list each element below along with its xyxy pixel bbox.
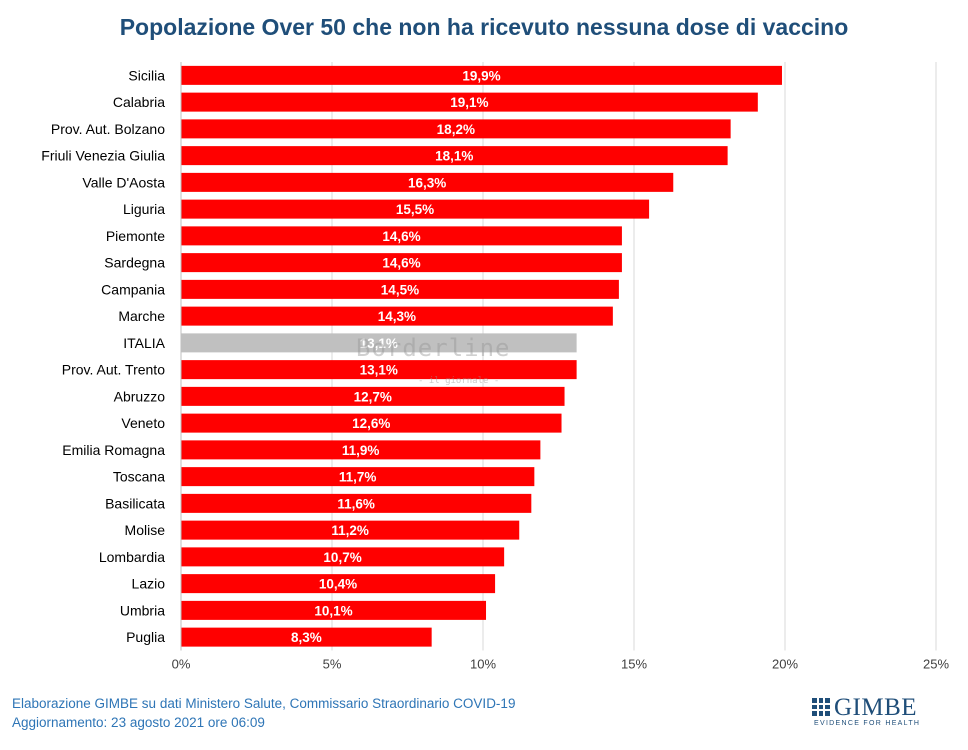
category-label: Calabria	[113, 94, 165, 110]
data-label: 13,1%	[360, 363, 398, 378]
category-label: Toscana	[113, 469, 165, 485]
bar	[181, 574, 496, 594]
data-label: 14,6%	[382, 229, 420, 244]
bar	[181, 520, 520, 540]
data-label: 16,3%	[408, 175, 446, 190]
category-label: Lazio	[132, 576, 166, 592]
footer-updated: Aggiornamento: 23 agosto 2021 ore 06:09	[12, 715, 265, 730]
category-label: Lombardia	[99, 549, 165, 565]
data-label: 18,1%	[435, 149, 473, 164]
data-label: 15,5%	[396, 202, 434, 217]
data-label: 10,4%	[319, 577, 357, 592]
category-label: Umbria	[120, 602, 165, 618]
bar	[181, 306, 613, 326]
category-label: Campania	[101, 281, 165, 297]
category-label: Friuli Venezia Giulia	[41, 148, 165, 164]
bar	[181, 493, 532, 513]
data-label: 8,3%	[291, 630, 322, 645]
bar	[181, 65, 782, 85]
bar	[181, 146, 728, 166]
bar	[181, 279, 619, 299]
gimbe-logo: GIMBE EVIDENCE FOR HEALTH	[812, 694, 942, 730]
bar	[181, 92, 758, 112]
data-label: 11,6%	[337, 496, 375, 511]
bar	[181, 199, 650, 219]
bar	[181, 440, 541, 460]
bar	[181, 627, 432, 647]
category-label: Veneto	[121, 415, 165, 431]
category-label: Prov. Aut. Bolzano	[51, 121, 165, 137]
chart-title: Popolazione Over 50 che non ha ricevuto …	[119, 14, 849, 40]
category-label: ITALIA	[123, 335, 165, 351]
bar	[181, 547, 505, 567]
bar	[181, 600, 487, 620]
data-label: 19,9%	[462, 68, 500, 83]
gimbe-grid-icon	[812, 698, 830, 716]
logo-name: GIMBE	[834, 694, 918, 721]
bar	[181, 413, 562, 433]
data-label: 12,6%	[352, 416, 390, 431]
data-label: 12,7%	[354, 389, 392, 404]
category-label: Valle D'Aosta	[82, 174, 165, 190]
data-label: 13,1%	[360, 336, 398, 351]
category-label: Puglia	[126, 629, 165, 645]
watermark: Borderline	[356, 334, 511, 362]
category-label: Liguria	[123, 201, 165, 217]
category-label: Piemonte	[106, 228, 165, 244]
data-label: 14,3%	[378, 309, 416, 324]
chart-footer: Elaborazione GIMBE su dati Ministero Sal…	[12, 694, 515, 732]
watermark-subtext: - il giornale -	[418, 376, 500, 386]
data-label: 10,1%	[314, 603, 352, 618]
data-label: 18,2%	[437, 122, 475, 137]
data-label: 11,7%	[339, 470, 377, 485]
data-label: 19,1%	[450, 95, 488, 110]
x-tick-label: 15%	[621, 657, 647, 672]
category-label: Molise	[125, 522, 166, 538]
bar-chart: 0% 5% 10% 15% 20% 25% Sicilia 19,9% Calabria 19,1…	[41, 62, 949, 672]
x-tick-label: 10%	[470, 657, 496, 672]
x-tick-label: 20%	[772, 657, 798, 672]
category-label: Sicilia	[128, 67, 165, 83]
category-label: Basilicata	[105, 495, 165, 511]
category-label: Emilia Romagna	[62, 442, 165, 458]
x-tick-label: 5%	[323, 657, 342, 672]
x-tick-label: 25%	[923, 657, 949, 672]
data-label: 10,7%	[323, 550, 361, 565]
data-label: 11,2%	[331, 523, 369, 538]
bar	[181, 226, 622, 246]
logo-tagline: EVIDENCE FOR HEALTH	[814, 720, 921, 727]
bar	[181, 386, 565, 406]
bar	[181, 467, 535, 487]
category-label: Sardegna	[104, 255, 165, 271]
data-label: 11,9%	[342, 443, 380, 458]
data-label: 14,6%	[382, 256, 420, 271]
category-label: Prov. Aut. Trento	[62, 362, 165, 378]
category-label: Marche	[118, 308, 165, 324]
data-label: 14,5%	[381, 282, 419, 297]
bar	[181, 360, 577, 380]
x-tick-label: 0%	[172, 657, 191, 672]
footer-source: Elaborazione GIMBE su dati Ministero Sal…	[12, 696, 516, 711]
bar	[181, 253, 622, 273]
bar	[181, 172, 674, 192]
bar	[181, 333, 577, 353]
category-label: Abruzzo	[114, 388, 166, 404]
bar	[181, 119, 731, 139]
